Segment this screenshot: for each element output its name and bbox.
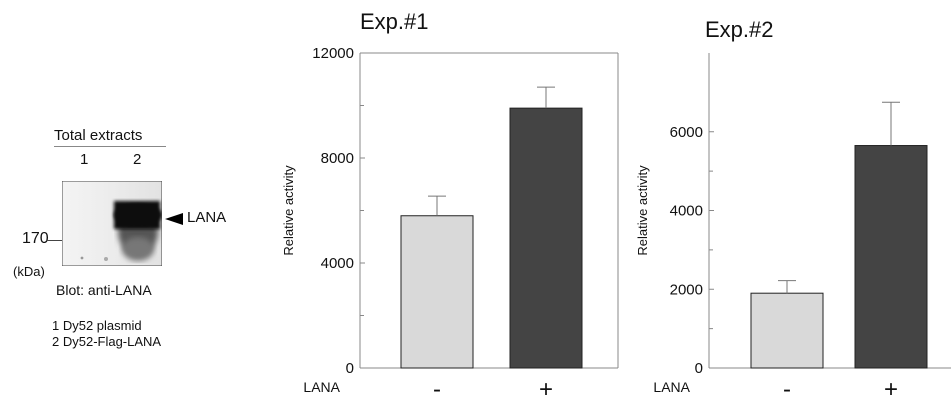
chart-2: Exp.#2 0 2000 4000 6000 Relative activity LANA…: [635, 17, 951, 400]
bar: [750, 292, 824, 369]
y-tick-label: 4000: [321, 255, 354, 272]
band-label: LANA: [187, 209, 227, 226]
y-tick-label: 6000: [670, 124, 703, 141]
marker-tick: [46, 240, 62, 241]
chart-1: Exp.#1 0 4000 8000 12000 Relative activity LAN…: [281, 9, 619, 400]
x-tick-label: -: [433, 376, 441, 400]
blot-header: Total extracts: [54, 127, 143, 144]
x-tick-label: +: [884, 376, 898, 400]
y-tick-label: 2000: [670, 281, 703, 298]
y-tick-label: 4000: [670, 203, 703, 220]
lana-arrow-icon: [165, 213, 183, 225]
blot-caption: Blot: anti-LANA: [56, 282, 152, 298]
lane-label-1: 1: [80, 151, 89, 168]
blot-image: [62, 181, 162, 266]
y-axis-label: Relative activity: [635, 165, 650, 256]
chart-title: Exp.#1: [360, 9, 429, 34]
bar: [854, 145, 928, 369]
chart-title: Exp.#2: [705, 17, 774, 42]
y-tick-label: 8000: [321, 150, 354, 167]
x-tick-label: +: [539, 376, 553, 400]
legend-line-1: 1 Dy52 plasmid: [52, 318, 142, 333]
x-axis-label: LANA: [653, 379, 690, 395]
blot-band-lane2: [114, 201, 162, 261]
legend-line-2: 2 Dy52-Flag-LANA: [52, 334, 162, 349]
x-axis-label: LANA: [303, 379, 340, 395]
y-tick-label: 0: [346, 360, 354, 377]
blot-header-underline: [54, 146, 166, 147]
y-axis-label: Relative activity: [281, 165, 296, 256]
western-blot-panel: Total extracts 1 2 LANA 170 (kDa) Blot: …: [0, 0, 270, 400]
bar: [400, 215, 474, 369]
y-tick-label: 0: [695, 360, 703, 377]
marker-unit: (kDa): [13, 264, 45, 279]
lane-label-2: 2: [133, 151, 142, 168]
x-tick-label: -: [783, 376, 791, 400]
marker-value: 170: [22, 230, 49, 247]
bar: [509, 107, 583, 369]
y-tick-label: 12000: [312, 45, 354, 62]
